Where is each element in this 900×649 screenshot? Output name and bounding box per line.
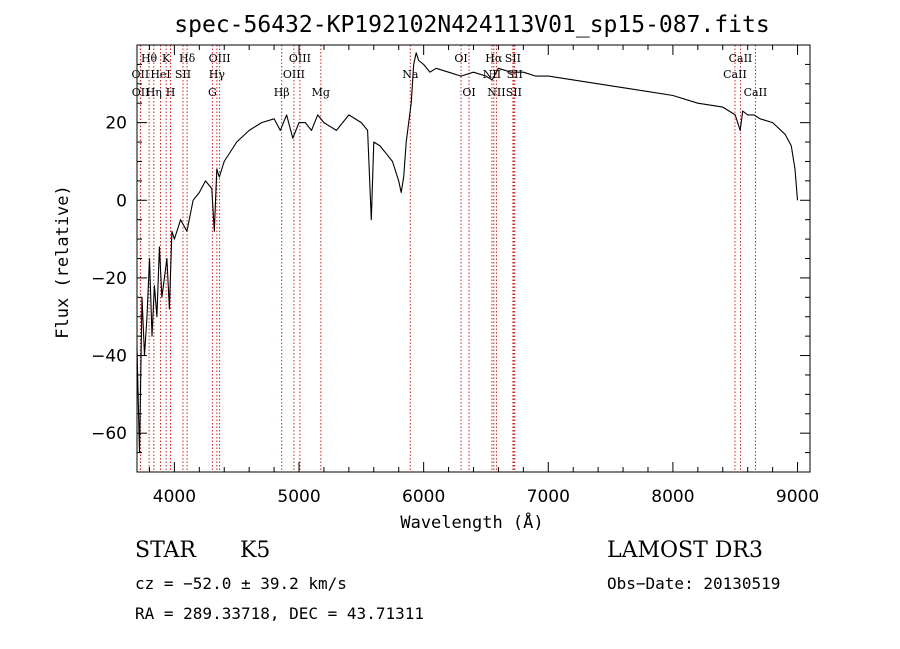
line-label-10: Hγ	[209, 68, 226, 81]
line-label-0: Hθ	[141, 52, 158, 65]
line-label-24: SII	[506, 86, 522, 99]
y-tick-label-0: 0	[116, 191, 127, 211]
coordinates: RA = 289.33718, DEC = 43.71311	[135, 604, 424, 623]
y-tick-label--60: −60	[91, 424, 127, 444]
survey-name: LAMOST DR3	[607, 538, 763, 563]
x-tick-label-5000: 5000	[277, 487, 320, 507]
line-label-7: SII	[175, 68, 191, 81]
line-label-5: Hη	[146, 86, 162, 99]
x-tick-label-9000: 9000	[776, 487, 819, 507]
line-label-21: NII	[487, 86, 505, 99]
redshift-cz: cz = −52.0 ± 39.2 km/s	[135, 574, 347, 593]
y-tick-label--40: −40	[91, 347, 127, 367]
line-label-4: HeI	[150, 68, 170, 81]
x-tick-label-7000: 7000	[527, 487, 570, 507]
line-label-12: OIII	[289, 52, 311, 65]
line-label-19: Hα	[485, 52, 503, 65]
line-label-25: CaII	[729, 52, 753, 65]
emission-line-markers	[139, 45, 756, 472]
chart-title: spec-56432-KP192102N424113V01_sp15-087.f…	[174, 12, 769, 38]
obs-date: Obs−Date: 20130519	[607, 574, 781, 593]
line-label-9: OIII	[209, 52, 231, 65]
plot-frame	[136, 44, 811, 473]
y-tick-label-20: 20	[105, 114, 127, 134]
axis-ticks	[137, 45, 810, 472]
line-label-22: SII	[505, 52, 521, 65]
object-subclass: K5	[240, 538, 271, 563]
line-label-6: Hδ	[179, 52, 196, 65]
line-label-8: H	[166, 86, 176, 99]
line-label-18: OI	[462, 86, 475, 99]
line-label-23: SII	[507, 68, 523, 81]
y-tick-labels: −60 −40 −20 0 20	[91, 114, 127, 445]
x-tick-label-8000: 8000	[651, 487, 694, 507]
x-tick-label-6000: 6000	[402, 487, 445, 507]
y-axis-label: Flux (relative)	[53, 185, 73, 339]
line-label-1: OII	[132, 68, 150, 81]
line-label-17: OI	[454, 52, 467, 65]
line-label-11: G	[208, 86, 217, 99]
line-label-2: OII	[132, 86, 150, 99]
x-axis-label: Wavelength (Å)	[400, 511, 543, 533]
x-tick-labels: 4000 5000 6000 7000 8000 9000	[153, 487, 819, 507]
spectrum-series	[136, 52, 799, 454]
line-label-15: Mg	[312, 86, 330, 99]
line-label-26: CaII	[723, 68, 747, 81]
y-tick-label--20: −20	[91, 269, 127, 289]
line-label-3: K	[162, 52, 171, 65]
object-class: STAR	[135, 538, 196, 563]
x-tick-label-4000: 4000	[153, 487, 196, 507]
series-line-0	[136, 52, 799, 454]
line-label-13: OIII	[283, 68, 305, 81]
emission-line-labels: Hθ OII OII K HeI Hη Hδ SII H OIII Hγ G OIII OIII Hβ Mg N…	[132, 52, 768, 99]
line-label-16: Na	[402, 68, 419, 81]
line-label-20: NII	[483, 68, 501, 81]
line-label-27: CaII	[744, 86, 768, 99]
line-label-14: Hβ	[274, 86, 290, 99]
